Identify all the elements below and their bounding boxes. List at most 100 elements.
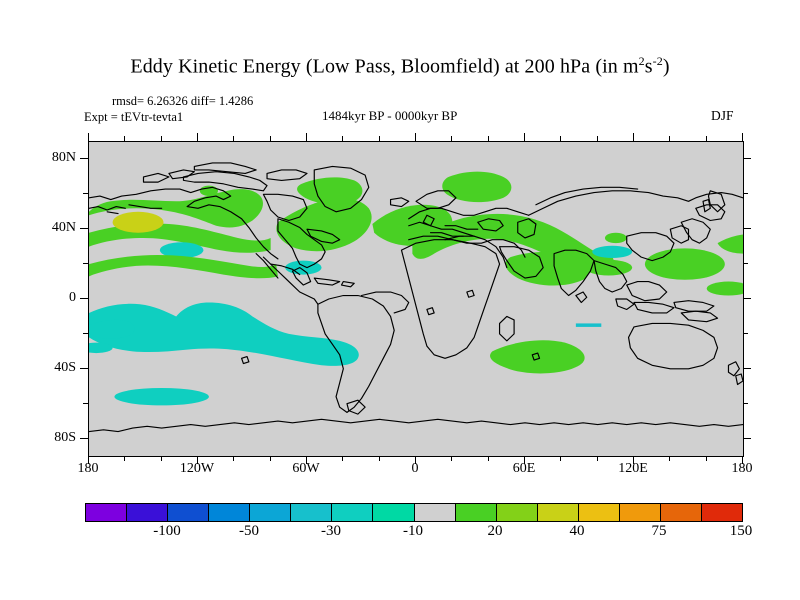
x-axis-label: 0 <box>411 461 419 476</box>
x-axis-label: 120W <box>179 461 215 476</box>
x-axis-label: 180 <box>77 461 99 476</box>
x-tick <box>488 456 489 461</box>
y-axis-label: 0 <box>69 290 76 305</box>
colorbar-segment[interactable] <box>168 504 210 521</box>
colorbar-tick-label: -50 <box>239 523 259 539</box>
colorbar-tick-label: -30 <box>321 523 341 539</box>
colorbar-segment[interactable] <box>496 504 538 521</box>
colorbar-segment[interactable] <box>332 504 374 521</box>
x-tick <box>197 456 198 464</box>
anomaly-shading-layer <box>89 171 743 406</box>
y-tick <box>83 333 88 334</box>
colorbar-tick-label: 75 <box>651 523 667 539</box>
x-tick <box>560 456 561 461</box>
experiment-annotation: Expt = tEVtr-tevta1 <box>84 110 184 124</box>
y-tick-right <box>743 263 748 264</box>
y-axis-label: 80S <box>54 430 76 445</box>
colorbar-segment[interactable] <box>250 504 292 521</box>
y-tick-right <box>743 158 751 159</box>
colorbar-tick-label: 40 <box>569 523 585 539</box>
x-axis-label: 120E <box>618 461 648 476</box>
colorbar-segment[interactable] <box>701 504 742 521</box>
y-tick <box>80 368 88 369</box>
colorbar-segment[interactable] <box>619 504 661 521</box>
colorbar-segment[interactable] <box>291 504 333 521</box>
period-annotation: 1484kyr BP - 0000kyr BP <box>322 108 458 123</box>
anomaly-east-asia-negative <box>592 245 633 259</box>
y-tick <box>83 193 88 194</box>
colorbar-segment[interactable] <box>414 504 456 521</box>
y-tick-right <box>743 193 748 194</box>
anomaly-north-pacific <box>89 189 263 228</box>
colorbar-segment[interactable] <box>537 504 579 521</box>
coastline-layer <box>89 162 743 433</box>
x-axis-label: 60E <box>512 461 536 476</box>
x-tick-top <box>233 136 234 141</box>
anomaly-dateline-south <box>706 281 743 296</box>
colorbar-segment[interactable] <box>373 504 415 521</box>
x-tick <box>270 456 271 461</box>
y-tick-right <box>743 298 751 299</box>
x-tick-top <box>270 136 271 141</box>
y-tick-right <box>743 228 751 229</box>
anomaly-south-pacific-small <box>89 342 113 354</box>
anomaly-west-pacific <box>644 248 725 280</box>
colorbar-segment[interactable] <box>209 504 251 521</box>
x-tick <box>379 456 380 461</box>
colorbar-tick-label: -100 <box>153 523 181 539</box>
y-axis-label: 40S <box>54 360 76 375</box>
y-tick-right <box>743 368 751 369</box>
x-tick-top <box>706 136 707 141</box>
x-tick-top <box>415 133 416 141</box>
y-tick <box>83 263 88 264</box>
anomaly-south-pacific-secondary <box>114 387 209 406</box>
y-tick-right <box>743 438 751 439</box>
anomaly-central-pacific-negative <box>159 242 204 259</box>
x-tick <box>161 456 162 461</box>
anomaly-nw-atlantic <box>276 198 372 252</box>
map-plot-area <box>88 141 744 457</box>
x-tick-top <box>597 136 598 141</box>
anomaly-south-pacific-negative <box>89 302 359 366</box>
colorbar-segment[interactable] <box>455 504 497 521</box>
x-tick <box>597 456 598 461</box>
x-tick <box>633 456 634 464</box>
x-tick-top <box>669 136 670 141</box>
x-tick <box>524 456 525 464</box>
x-tick-top <box>742 133 743 141</box>
y-tick <box>80 228 88 229</box>
y-tick <box>83 403 88 404</box>
y-tick <box>80 438 88 439</box>
x-tick-top <box>524 133 525 141</box>
anomaly-greenland <box>297 177 363 205</box>
x-tick <box>706 456 707 461</box>
colorbar-tick-label: 20 <box>487 523 503 539</box>
anomaly-alaska-coast <box>199 185 218 197</box>
y-axis-label: 40N <box>51 220 76 235</box>
x-tick-top <box>451 136 452 141</box>
page-title: Eddy Kinetic Energy (Low Pass, Bloomfiel… <box>0 54 800 79</box>
y-axis-label: 80N <box>51 150 76 165</box>
colorbar-tick-label: -10 <box>403 523 423 539</box>
x-axis-label: 180 <box>731 461 753 476</box>
x-tick-top <box>124 136 125 141</box>
x-tick-top <box>88 133 89 141</box>
x-tick-top <box>379 136 380 141</box>
colorbar-segment[interactable] <box>578 504 620 521</box>
anomaly-arabian-sea <box>505 251 590 286</box>
colorbar[interactable] <box>85 503 743 522</box>
y-tick-right <box>743 333 748 334</box>
x-tick-top <box>161 136 162 141</box>
x-tick-top <box>560 136 561 141</box>
colorbar-segment[interactable] <box>127 504 169 521</box>
x-tick <box>306 456 307 464</box>
x-tick <box>88 456 89 464</box>
title-superscript-1: 2 <box>638 54 645 68</box>
x-tick <box>451 456 452 461</box>
anomaly-subtropical-pacific <box>89 254 278 279</box>
colorbar-segment[interactable] <box>660 504 702 521</box>
anomaly-dateline-east <box>717 234 743 254</box>
colorbar-segment[interactable] <box>86 504 128 521</box>
x-tick-top <box>488 136 489 141</box>
rmsd-annotation: rmsd= 6.26326 diff= 1.4286 <box>112 94 254 108</box>
